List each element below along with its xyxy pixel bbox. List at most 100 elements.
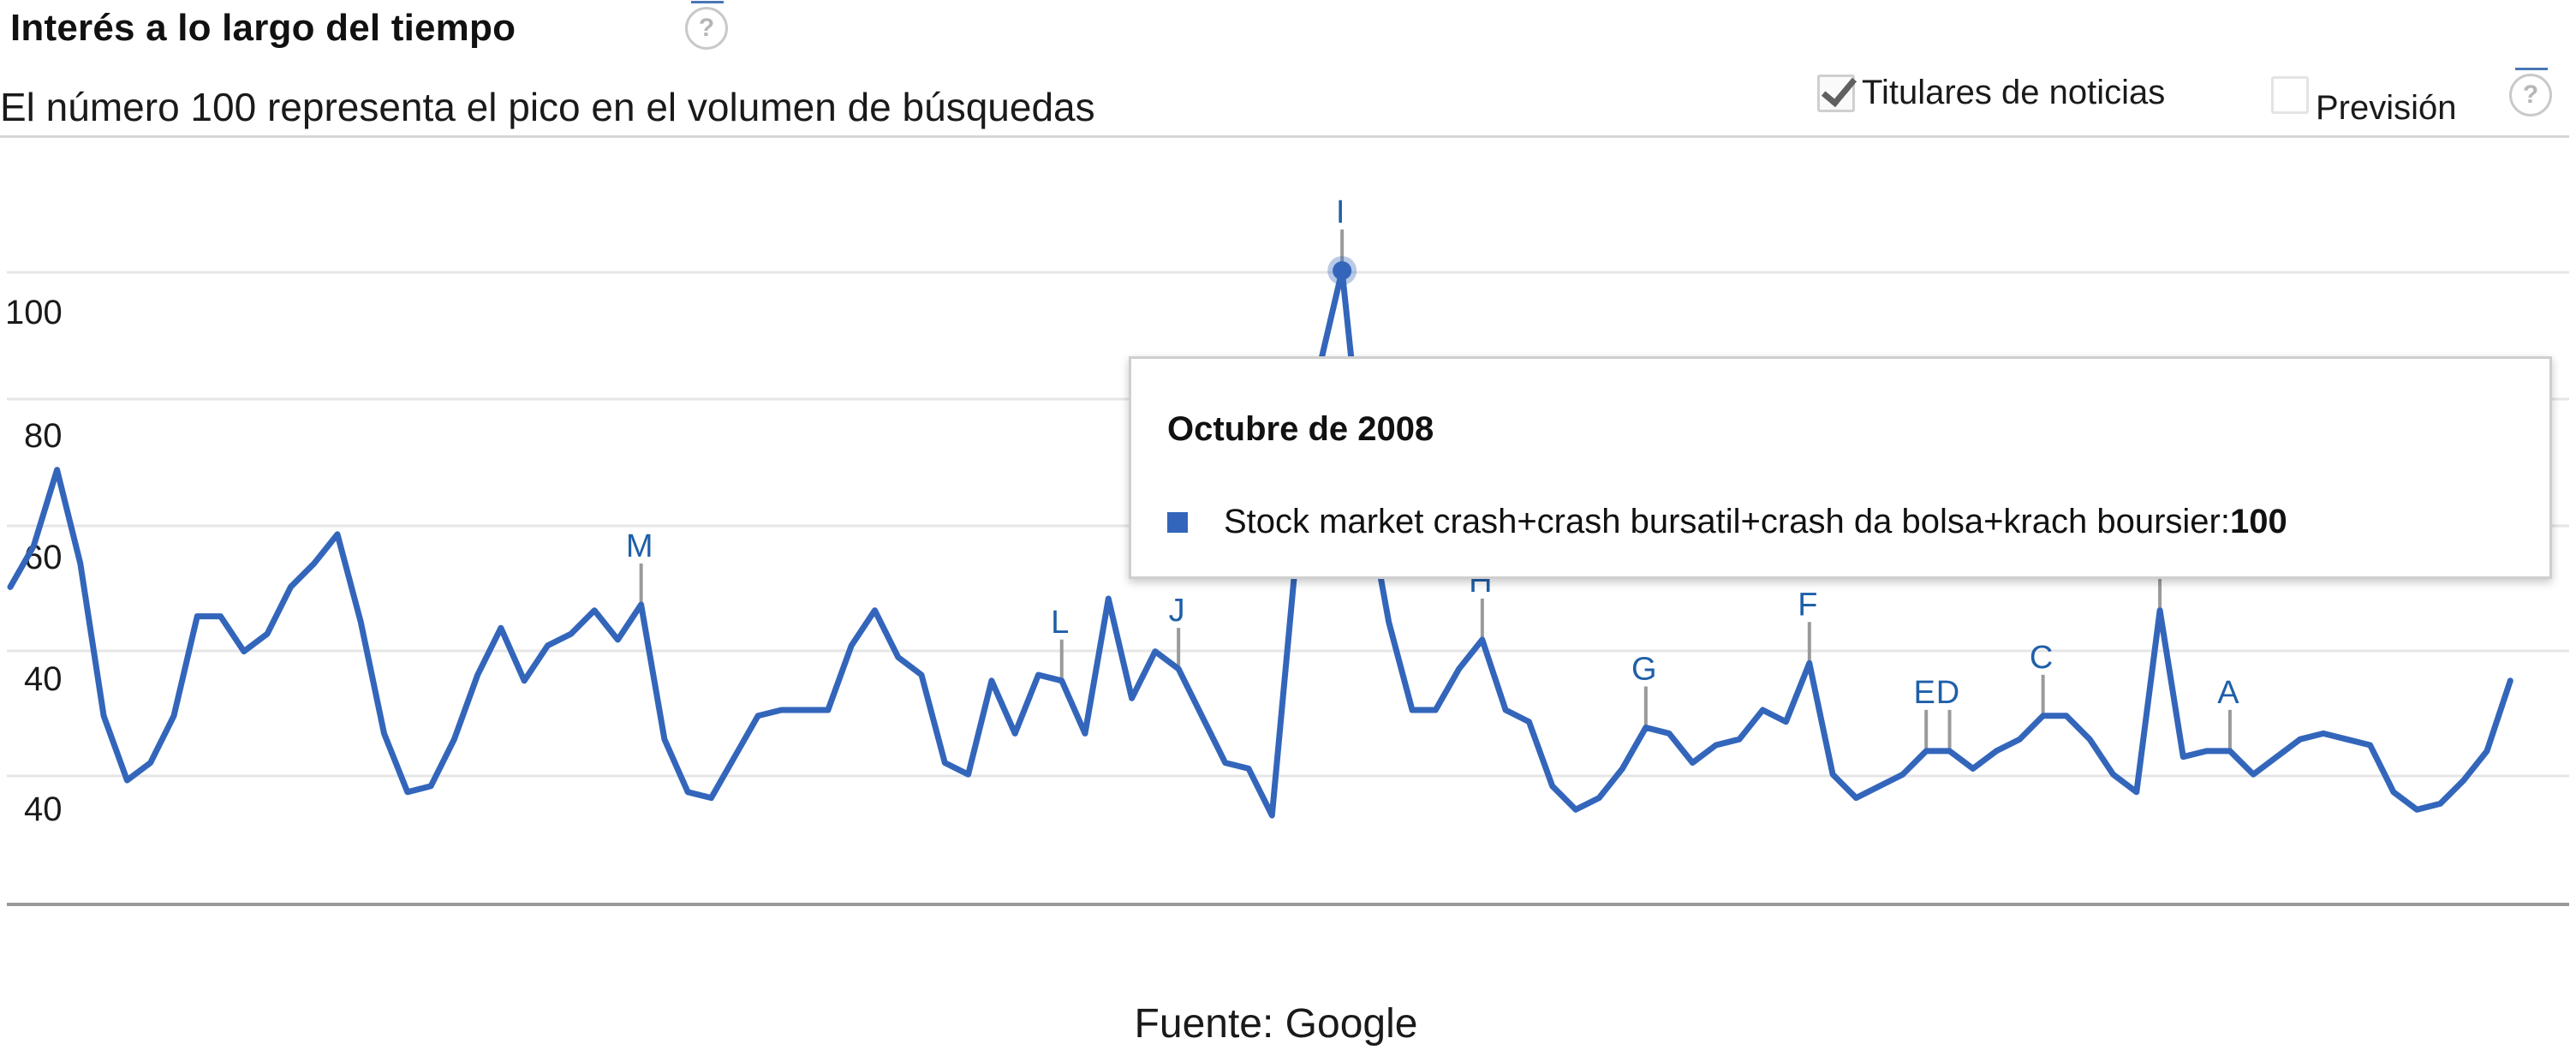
data-point (1269, 813, 1274, 818)
data-point (2438, 801, 2442, 806)
data-point (335, 532, 340, 537)
source-caption: Fuente: Google (1134, 1001, 1418, 1047)
data-point (1246, 766, 1251, 771)
data-point (31, 544, 36, 548)
data-point (1457, 666, 1462, 671)
data-point (475, 672, 480, 677)
data-point (546, 643, 550, 648)
data-point (2017, 737, 2022, 742)
data-point (1643, 725, 1649, 730)
data-point (1550, 784, 1555, 789)
data-point (1807, 660, 1812, 665)
data-point (2391, 790, 2396, 795)
data-point (1877, 784, 1882, 789)
tooltip: Octubre de 2008 Stock market crash+crash… (1129, 356, 2552, 579)
data-point (2087, 737, 2092, 742)
data-point (1012, 731, 1017, 736)
data-point (451, 737, 456, 742)
data-point (1620, 766, 1625, 771)
data-point (732, 755, 737, 760)
y-tick-label: 80 (24, 417, 63, 455)
news-flag-label: J (1169, 593, 1185, 629)
help-icon[interactable]: ? (2509, 68, 2552, 116)
data-point (2321, 731, 2326, 736)
data-point (1853, 796, 1858, 801)
data-point (1386, 619, 1392, 624)
data-point (1410, 707, 1415, 713)
chart-title: Interés a lo largo del tiempo (10, 7, 516, 49)
data-point (1596, 796, 1601, 801)
data-point (2180, 755, 2185, 760)
data-point (1971, 766, 1976, 771)
data-point (2041, 713, 2046, 719)
data-point (2111, 772, 2115, 777)
data-point (2484, 749, 2490, 754)
data-point (1760, 707, 1765, 713)
news-headlines-label: Titulares de noticias (1862, 74, 2166, 111)
data-point (1106, 596, 1111, 601)
data-point (662, 737, 667, 742)
data-point (1526, 719, 1531, 725)
data-point (896, 654, 901, 659)
series-swatch (1167, 511, 1188, 533)
data-point (2461, 778, 2466, 783)
data-point (2414, 807, 2419, 812)
data-point (288, 584, 293, 589)
peak-marker (1333, 261, 1352, 280)
data-point (1480, 637, 1485, 642)
data-point (2064, 713, 2069, 719)
news-flag-label: M (626, 528, 653, 564)
data-point (55, 468, 60, 473)
data-point (1784, 719, 1788, 725)
data-point (1153, 649, 1158, 654)
news-headlines-checkbox[interactable] (1817, 74, 1855, 112)
data-point (428, 784, 433, 789)
data-point (615, 637, 620, 642)
data-point (778, 707, 784, 713)
header-divider (0, 135, 2569, 138)
data-point (2134, 790, 2139, 795)
help-icon[interactable]: ? (685, 1, 728, 50)
data-point (569, 631, 574, 636)
y-tick-label: 100 (5, 294, 63, 331)
data-point (382, 731, 386, 736)
news-flag-label: A (2217, 675, 2239, 711)
data-point (124, 778, 129, 783)
data-point (1130, 695, 1135, 701)
data-point (826, 707, 831, 713)
data-point (405, 790, 410, 795)
y-tick-label: 40 (24, 660, 63, 698)
data-point (358, 619, 363, 624)
forecast-checkbox[interactable] (2271, 75, 2309, 114)
data-point (1923, 749, 1929, 754)
data-point (1176, 666, 1181, 671)
news-flag-label: D (1936, 675, 1959, 711)
data-point (755, 713, 760, 719)
tooltip-value: 100 (2229, 503, 2287, 540)
data-point (522, 678, 527, 683)
data-point (639, 602, 644, 607)
data-point (709, 796, 713, 801)
news-flag-label: L (1051, 605, 1069, 641)
data-point (966, 772, 971, 777)
forecast-option[interactable]: Previsión (2271, 74, 2457, 128)
chart-subtitle: El número 100 representa el pico en el v… (0, 85, 1095, 129)
data-point (942, 761, 947, 766)
data-point (1433, 707, 1438, 713)
data-point (1714, 743, 1719, 748)
data-point (1947, 749, 1952, 754)
data-point (919, 672, 924, 677)
data-point (2368, 743, 2373, 748)
data-point (2507, 678, 2513, 683)
data-point (1199, 713, 1204, 719)
news-flag-label: F (1798, 587, 1817, 623)
news-headlines-option[interactable]: Titulares de noticias (1817, 74, 2165, 112)
data-point (242, 649, 247, 654)
data-point (802, 707, 808, 713)
news-flag-label: I (1336, 194, 1345, 230)
data-point (1900, 772, 1905, 777)
data-point (1059, 678, 1064, 683)
data-point (101, 713, 106, 719)
data-point (2157, 608, 2162, 613)
news-flag-label: G (1631, 652, 1657, 688)
